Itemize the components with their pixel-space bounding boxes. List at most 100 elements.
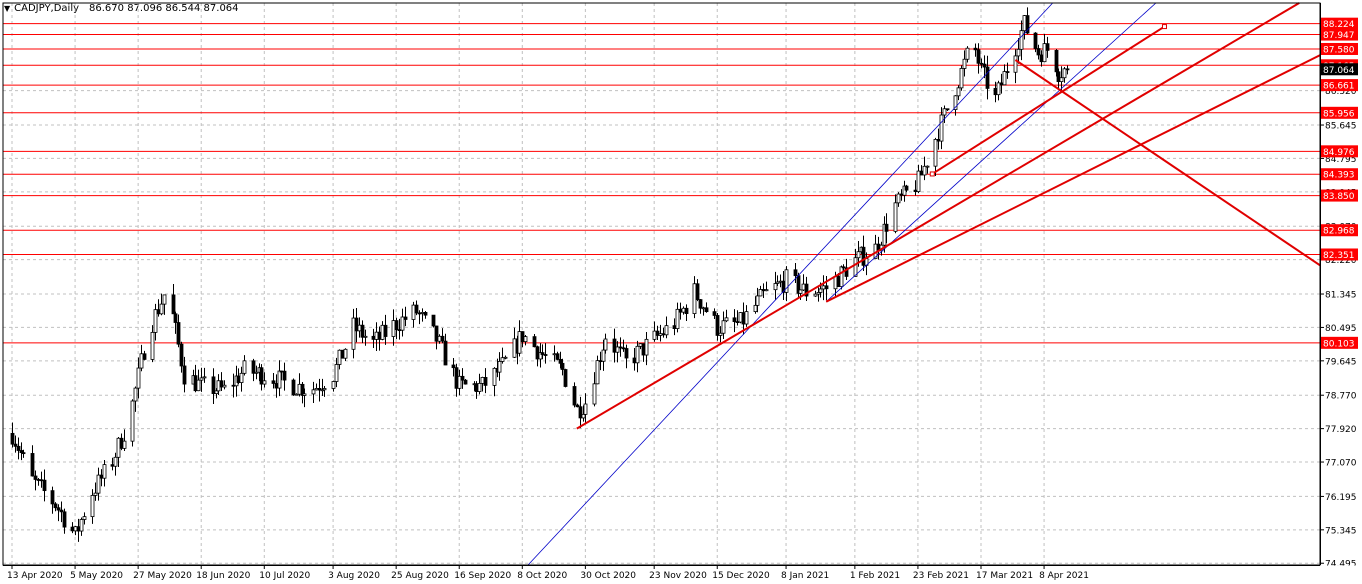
candle-body — [79, 519, 84, 532]
candle-body — [973, 47, 978, 51]
candle-body — [738, 312, 743, 323]
candle-body — [732, 317, 737, 323]
channel-line — [527, 2, 1053, 566]
candle-body — [93, 492, 98, 496]
candle-body — [572, 386, 577, 406]
candle-body — [374, 331, 379, 340]
candle-body — [30, 453, 35, 477]
axis-panel — [1320, 0, 1362, 584]
candle-body — [193, 375, 198, 392]
candle-body — [844, 267, 849, 277]
candle-body — [681, 307, 686, 313]
candle-body — [162, 294, 167, 305]
candle-body — [721, 320, 726, 334]
y-tick-label: 75.345 — [1325, 526, 1357, 536]
candle-body — [10, 432, 15, 445]
candle-body — [603, 338, 608, 351]
candle-body — [302, 393, 307, 396]
candle-body — [239, 372, 244, 383]
candle-body — [492, 367, 497, 386]
triangle-down-icon[interactable]: ▼ — [4, 4, 11, 13]
candle-body — [219, 380, 224, 388]
candle-body — [936, 139, 941, 142]
x-tick-label: 15 Dec 2020 — [712, 571, 770, 581]
candle-body — [672, 325, 677, 330]
candle-body — [698, 299, 703, 309]
x-tick-label: 17 Mar 2021 — [976, 571, 1033, 581]
candle-body — [1056, 71, 1061, 83]
level-label: 88.224 — [1323, 20, 1355, 30]
candle-body — [675, 308, 680, 330]
candle-body — [477, 382, 482, 392]
candle-body — [1022, 15, 1027, 32]
candle-body — [82, 516, 87, 520]
level-label-box — [1321, 189, 1358, 202]
candle-body — [1054, 50, 1059, 73]
candle-body — [904, 185, 909, 191]
level-label: 87.947 — [1323, 31, 1355, 41]
axis-panel-bottom — [0, 565, 1362, 584]
candle-body — [945, 108, 950, 111]
level-label-box — [1321, 28, 1358, 41]
candle-body — [153, 309, 158, 333]
candle-body — [397, 329, 402, 332]
candle-body — [463, 379, 468, 385]
candle-body — [552, 353, 557, 356]
candle-body — [801, 283, 806, 291]
candle-body — [199, 377, 204, 381]
candle-body — [136, 367, 141, 389]
candle-body — [483, 377, 488, 386]
level-label-box — [1321, 42, 1358, 55]
candle-body — [443, 340, 448, 366]
candle-body — [581, 413, 586, 419]
candle-body — [380, 324, 385, 340]
candle-body — [933, 139, 938, 167]
candle-body — [861, 246, 866, 266]
y-tick-label: 77.920 — [1325, 425, 1357, 435]
candle-body — [434, 325, 439, 342]
candle-body — [575, 404, 580, 408]
candle-body — [784, 269, 789, 293]
candle-body — [214, 390, 219, 394]
candle-body — [130, 400, 135, 442]
candle-body — [684, 307, 689, 314]
candle-body — [36, 479, 41, 481]
candle-body — [343, 348, 348, 359]
candle-body — [913, 189, 918, 192]
candle-body — [925, 165, 930, 168]
candle-body — [331, 381, 336, 389]
x-tick-label: 18 Jun 2020 — [196, 571, 250, 581]
candle-body — [592, 383, 597, 405]
candle-body — [102, 464, 107, 479]
candle-body — [718, 332, 723, 336]
candle-body — [953, 95, 958, 110]
candle-body — [357, 324, 362, 332]
candle-body — [560, 362, 565, 370]
candle-body — [578, 406, 583, 419]
candle-body — [156, 309, 161, 315]
candle-body — [59, 509, 64, 513]
chart-title-bar: ▼ CADJPY,Daily 86.670 87.096 86.544 87.064 — [4, 3, 239, 14]
trend-anchor — [1161, 24, 1167, 30]
candle-body — [62, 511, 67, 528]
candle-body — [122, 440, 127, 449]
level-label-box — [1321, 224, 1358, 237]
y-tick-label: 81.345 — [1325, 291, 1357, 301]
candle-body — [818, 288, 823, 293]
candle-body — [13, 443, 18, 447]
candle-body — [291, 379, 296, 396]
candle-body — [173, 313, 178, 323]
candle-body — [176, 322, 181, 345]
candle-body — [638, 343, 643, 347]
candle-body — [999, 82, 1004, 86]
candle-body — [337, 349, 342, 365]
candle-body — [262, 380, 267, 385]
trend-line-ray — [931, 25, 1166, 175]
candle-body — [652, 330, 657, 340]
candle-body — [644, 338, 649, 356]
candle-body — [1036, 48, 1041, 56]
candle-body — [110, 464, 115, 467]
candle-body — [741, 312, 746, 325]
candle-body — [403, 316, 408, 320]
